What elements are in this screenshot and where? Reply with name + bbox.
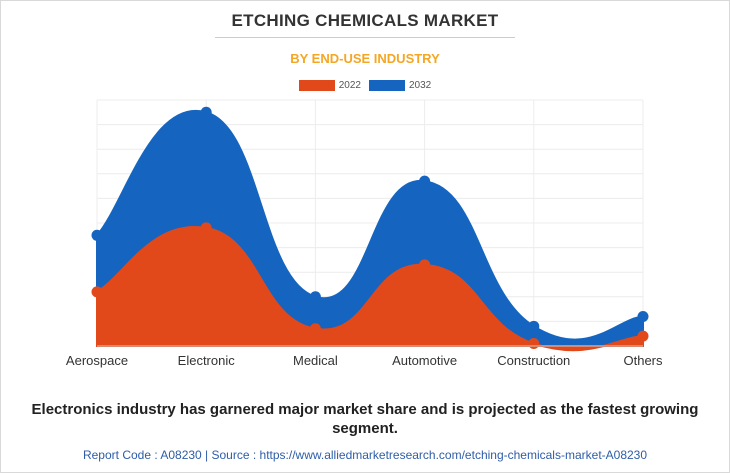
x-tick-label: Medical <box>293 353 338 368</box>
chart-title: ETCHING CHEMICALS MARKET <box>231 11 499 30</box>
legend-item-2032: 2032 <box>369 80 431 91</box>
point-2032-automotive <box>419 175 431 187</box>
point-2022-automotive <box>419 259 431 271</box>
chart-subtitle: BY END-USE INDUSTRY <box>290 51 440 66</box>
point-2022-others <box>637 330 649 342</box>
title-divider <box>215 37 515 38</box>
point-2032-others <box>637 310 649 322</box>
x-tick-label: Electronic <box>178 353 236 368</box>
legend-swatch-2022 <box>298 80 335 91</box>
x-tick-label: Aerospace <box>66 353 128 368</box>
legend-label-2022: 2022 <box>338 80 361 91</box>
report-source-text: Report Code : A08230 | Source : https://… <box>82 448 648 462</box>
area-series-2022 <box>96 225 644 352</box>
key-finding-text: Electronics industry has garnered major … <box>31 401 699 437</box>
point-2022-medical <box>309 323 321 335</box>
legend-item-2022: 2022 <box>298 80 361 91</box>
legend-swatch-2032 <box>369 80 405 91</box>
legend-label-2032: 2032 <box>409 80 432 91</box>
x-tick-label: Others <box>623 353 663 368</box>
x-tick-label: Construction <box>497 353 570 368</box>
point-2032-electronic <box>200 106 212 118</box>
x-tick-label: Automotive <box>392 353 457 368</box>
chart-legend: 2022 2032 <box>0 80 730 91</box>
point-2022-electronic <box>200 222 212 234</box>
point-2032-aerospace <box>91 229 103 241</box>
point-2022-construction <box>528 338 540 350</box>
point-2032-construction <box>528 320 540 332</box>
point-2022-aerospace <box>91 286 103 298</box>
point-2032-medical <box>309 291 321 303</box>
